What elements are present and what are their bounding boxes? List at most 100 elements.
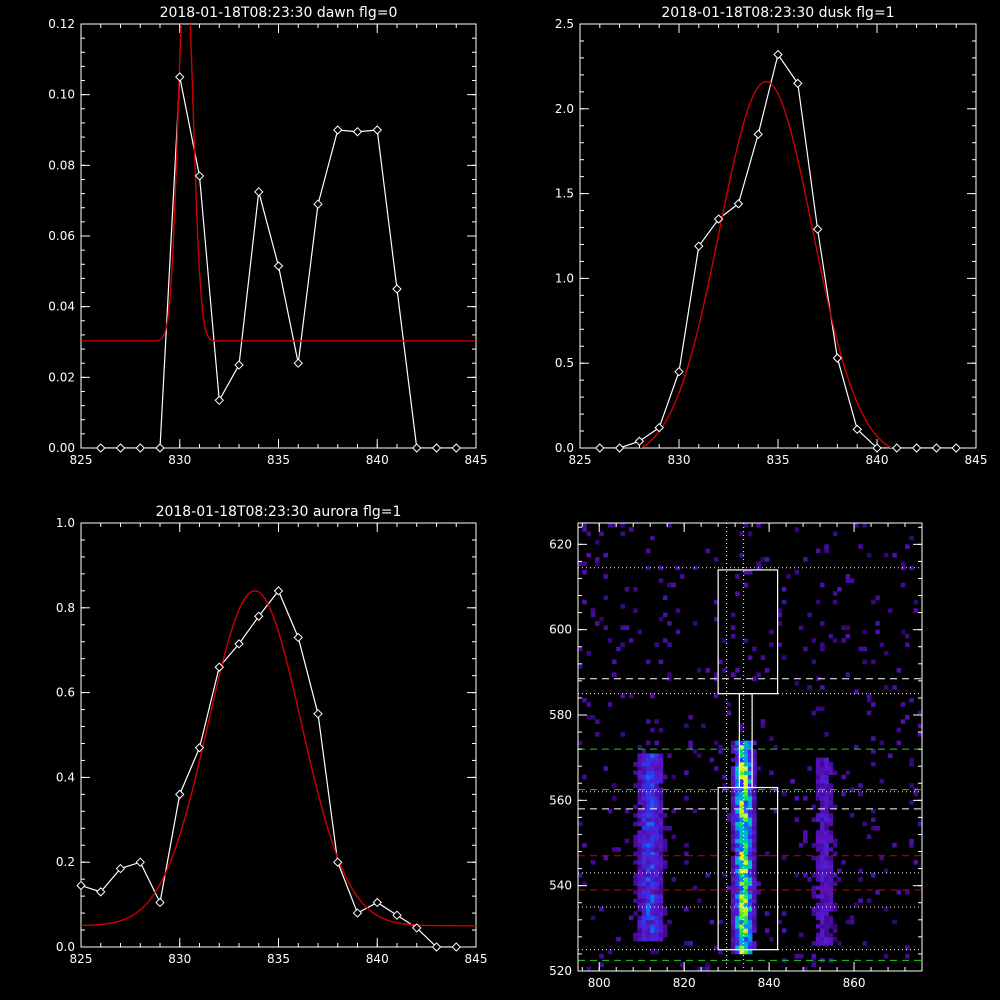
heatmap-cell xyxy=(905,633,910,639)
heatmap-cell xyxy=(752,796,757,801)
heatmap-cell xyxy=(743,838,749,844)
heatmap-cell xyxy=(578,872,583,878)
heatmap-cell xyxy=(824,851,829,857)
heatmap-cell xyxy=(658,791,664,797)
data-point xyxy=(333,125,343,135)
y-tick-label: 0.0 xyxy=(56,940,75,954)
heatmap-cell xyxy=(654,885,659,891)
heatmap-cell xyxy=(620,642,626,648)
heatmap-cell xyxy=(739,825,744,831)
heatmap-cell xyxy=(637,877,643,882)
heatmap-cell xyxy=(747,847,753,852)
heatmap-cell xyxy=(815,791,821,797)
heatmap-cell xyxy=(811,953,817,959)
heatmap-cell xyxy=(654,783,659,788)
heatmap-cell xyxy=(752,800,757,805)
heatmap-cell xyxy=(752,774,757,780)
heatmap-cell xyxy=(743,825,749,831)
heatmap-cell xyxy=(641,851,647,857)
heatmap-cell xyxy=(607,523,613,528)
heatmap-cell xyxy=(832,936,838,942)
heatmap-cell xyxy=(747,744,753,750)
heatmap-cell xyxy=(654,868,659,874)
heatmap-cell xyxy=(743,787,749,793)
heatmap-cell xyxy=(705,668,710,673)
heatmap-cell xyxy=(730,898,736,904)
heatmap-cell xyxy=(658,804,664,810)
heatmap-cell xyxy=(620,604,626,609)
heatmap-cell xyxy=(645,932,651,938)
data-point xyxy=(451,942,461,952)
heatmap-cell xyxy=(747,753,753,758)
heatmap-cell xyxy=(684,851,689,857)
heatmap-cell xyxy=(794,872,800,878)
heatmap-cell xyxy=(820,907,825,912)
heatmap-cell xyxy=(828,761,834,767)
heatmap-cell xyxy=(658,902,664,908)
data-point xyxy=(155,443,165,453)
heatmap-cell xyxy=(645,872,651,878)
heatmap-cell xyxy=(735,868,740,874)
heatmap-cell xyxy=(650,902,655,908)
heatmap-cell xyxy=(752,872,757,878)
heatmap-cell xyxy=(747,902,753,908)
heatmap-cell xyxy=(739,843,744,848)
heatmap-cell xyxy=(883,651,889,656)
data-point xyxy=(333,857,343,867)
heatmap-cell xyxy=(798,953,804,959)
heatmap-cell xyxy=(645,864,651,869)
heatmap-cell xyxy=(828,817,834,822)
heatmap-cell xyxy=(811,855,817,861)
heatmap-cell xyxy=(824,761,829,767)
heatmap-cell xyxy=(752,855,757,861)
data-point xyxy=(852,424,862,435)
heatmap-cell xyxy=(743,740,749,746)
heatmap-cell xyxy=(815,796,821,801)
heatmap-cell xyxy=(764,911,770,916)
heatmap-cell xyxy=(824,928,829,933)
heatmap-cell xyxy=(743,569,749,575)
heatmap-cell xyxy=(730,757,736,763)
heatmap-cell xyxy=(820,872,825,878)
heatmap-cell xyxy=(743,936,749,942)
heatmap-cell xyxy=(637,766,643,771)
heatmap-cell xyxy=(603,625,609,630)
x-tick-label: 840 xyxy=(366,453,389,467)
heatmap-cell xyxy=(752,847,757,852)
data-point xyxy=(254,187,264,197)
heatmap-cell xyxy=(730,804,736,810)
heatmap-cell xyxy=(735,843,740,848)
data-point xyxy=(96,443,106,453)
heatmap-cell xyxy=(845,625,851,630)
heatmap-cell xyxy=(658,855,664,861)
data-point xyxy=(892,443,902,453)
heatmap-cell xyxy=(739,902,744,908)
heatmap-cell xyxy=(641,791,647,797)
heatmap-cell xyxy=(658,928,664,933)
heatmap-cell xyxy=(730,945,736,950)
heatmap-cell xyxy=(645,902,651,908)
heatmap-cell xyxy=(820,838,825,844)
heatmap-cell xyxy=(739,779,744,784)
heatmap-cell xyxy=(578,740,583,746)
heatmap-cell xyxy=(641,915,647,921)
heatmap-cell xyxy=(858,791,863,797)
heatmap-cell xyxy=(582,697,587,703)
heatmap-cell xyxy=(752,740,757,746)
heatmap-cell xyxy=(739,766,744,771)
heatmap-cell xyxy=(866,697,872,703)
heatmap-cell xyxy=(650,928,655,933)
heatmap-cell xyxy=(832,591,838,596)
heatmap-cell xyxy=(739,860,744,865)
heatmap-cell xyxy=(735,774,740,780)
heatmap-cell xyxy=(658,659,664,665)
heatmap-cell xyxy=(739,740,744,746)
heatmap-cell xyxy=(667,676,672,682)
heatmap-cell xyxy=(628,638,634,643)
heatmap-cell xyxy=(824,813,829,818)
heatmap-cell xyxy=(650,907,655,912)
heatmap-cell xyxy=(820,706,825,712)
heatmap-cell xyxy=(637,851,643,857)
heatmap-cell xyxy=(650,821,655,827)
heatmap-cell xyxy=(641,838,647,844)
